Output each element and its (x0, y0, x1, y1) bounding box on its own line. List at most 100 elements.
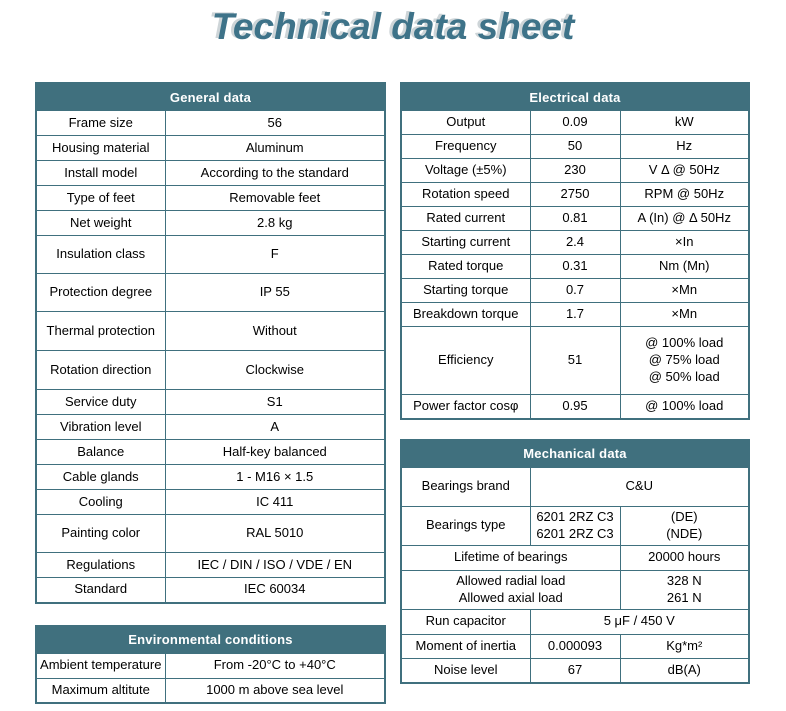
electrical-data-header: Electrical data (401, 83, 749, 111)
cell-value: 0.95 (529, 394, 621, 419)
cell-value: IEC / DIN / ISO / VDE / EN (164, 552, 386, 578)
cell-label: Bearings type (400, 505, 531, 546)
cell-label: Starting torque (400, 278, 531, 303)
general-data-header: General data (36, 83, 385, 111)
table-row: Insulation class F (35, 235, 386, 274)
cell-unit: kW (619, 110, 750, 135)
table-row: Painting color RAL 5010 (35, 514, 386, 553)
cell-value: 0.000093 (529, 633, 621, 659)
table-row: Noise level 67 dB(A) (400, 657, 750, 684)
cell-label: Vibration level (35, 414, 166, 440)
cell-value: 0.31 (529, 254, 621, 279)
left-column: General data Frame size 56 Housing materia… (35, 82, 386, 704)
cell-label: Balance (35, 439, 166, 465)
table-row: Frequency 50 Hz (400, 134, 750, 159)
cell-unit: ×In (619, 230, 750, 255)
cell-label: Install model (35, 160, 166, 186)
table-row: Rotation speed 2750 RPM @ 50Hz (400, 182, 750, 207)
cell-value: 56 (164, 110, 386, 136)
cell-value: 1.7 (529, 302, 621, 327)
cell-value: 51 (529, 326, 621, 395)
table-row: Regulations IEC / DIN / ISO / VDE / EN (35, 552, 386, 578)
cell-unit: 20000 hours (619, 544, 750, 571)
cell-value: A (164, 414, 386, 440)
cell-value: 0.7 (529, 278, 621, 303)
table-row: Power factor cosφ 0.95 @ 100% load (400, 394, 750, 419)
table-row: Rated current 0.81 A (In) @ Δ 50Hz (400, 206, 750, 231)
electrical-data-body: Output 0.09 kW Frequency 50 Hz Voltage (±5%) 23… (400, 110, 750, 419)
cell-value: From -20°C to +40°C (164, 652, 386, 679)
table-row: Rotation direction Clockwise (35, 350, 386, 390)
cell-label: Run capacitor (400, 608, 531, 635)
table-row: Efficiency 51 @ 100% load @ 75% load @ 50%… (400, 326, 750, 395)
cell-label: Service duty (35, 389, 166, 415)
electrical-data-table: Electrical data Output 0.09 kW Frequency 50 H… (400, 82, 750, 420)
cell-value: IP 55 (164, 273, 386, 312)
cell-value: S1 (164, 389, 386, 415)
table-row: Bearings type 6201 2RZ C3 6201 2RZ C3 (DE)… (400, 505, 750, 546)
table-row: Lifetime of bearings 20000 hours (400, 544, 750, 571)
table-row: Starting current 2.4 ×In (400, 230, 750, 255)
cell-value: Half-key balanced (164, 439, 386, 465)
cell-value: 67 (529, 657, 621, 684)
cell-unit: dB(A) (619, 657, 750, 684)
cell-value: 50 (529, 134, 621, 159)
cell-value: 2.8 kg (164, 210, 386, 236)
cell-value: 1000 m above sea level (164, 677, 386, 704)
cell-value: 0.09 (529, 110, 621, 135)
table-row: Cooling IC 411 (35, 489, 386, 515)
general-data-body: Frame size 56 Housing material Aluminum Inst… (35, 110, 386, 603)
cell-label: Rated current (400, 206, 531, 231)
table-row: Type of feet Removable feet (35, 185, 386, 211)
table-row: Allowed radial load Allowed axial load 32… (400, 569, 750, 610)
cell-unit: V Δ @ 50Hz (619, 158, 750, 183)
cell-label: Regulations (35, 552, 166, 578)
table-row: Housing material Aluminum (35, 135, 386, 161)
cell-unit: @ 100% load @ 75% load @ 50% load (619, 326, 750, 395)
cell-label: Power factor cosφ (400, 394, 531, 419)
cell-value: 2750 (529, 182, 621, 207)
environmental-conditions-table: Environmental conditions Ambient tempera… (35, 624, 386, 704)
table-row: Thermal protection Without (35, 311, 386, 351)
table-row: Balance Half-key balanced (35, 439, 386, 465)
table-row: Voltage (±5%) 230 V Δ @ 50Hz (400, 158, 750, 183)
cell-label: Cooling (35, 489, 166, 515)
table-row: Frame size 56 (35, 110, 386, 136)
cell-label: Output (400, 110, 531, 135)
cell-label: Housing material (35, 135, 166, 161)
table-row: Starting torque 0.7 ×Mn (400, 278, 750, 303)
cell-unit: ×Mn (619, 278, 750, 303)
cell-unit: 328 N 261 N (619, 569, 750, 610)
cell-unit: (DE) (NDE) (619, 505, 750, 546)
cell-label: Bearings brand (400, 466, 531, 507)
cell-value: IC 411 (164, 489, 386, 515)
table-row: Run capacitor 5 μF / 450 V (400, 608, 750, 635)
table-row: Ambient temperature From -20°C to +40°C (35, 652, 386, 679)
general-data-table: General data Frame size 56 Housing materia… (35, 82, 386, 604)
mechanical-data-body: Bearings brand C&U Bearings type 6201 2RZ C… (400, 466, 750, 684)
cell-label: Net weight (35, 210, 166, 236)
cell-unit: A (In) @ Δ 50Hz (619, 206, 750, 231)
table-row: Breakdown torque 1.7 ×Mn (400, 302, 750, 327)
cell-value: According to the standard (164, 160, 386, 186)
cell-label: Allowed radial load Allowed axial load (400, 569, 621, 610)
table-row: Vibration level A (35, 414, 386, 440)
cell-value: Without (164, 311, 386, 351)
cell-label: Starting current (400, 230, 531, 255)
cell-label: Efficiency (400, 326, 531, 395)
cell-unit: Kg*m² (619, 633, 750, 659)
cell-label: Insulation class (35, 235, 166, 274)
cell-label: Noise level (400, 657, 531, 684)
cell-label: Frame size (35, 110, 166, 136)
cell-value: IEC 60034 (164, 577, 386, 603)
cell-label: Thermal protection (35, 311, 166, 351)
cell-label: Rotation speed (400, 182, 531, 207)
page-title: Technical data sheet (211, 6, 575, 47)
table-header-row: General data (36, 83, 385, 111)
cell-label: Lifetime of bearings (400, 544, 621, 571)
cell-label: Protection degree (35, 273, 166, 312)
table-row: Rated torque 0.31 Nm (Mn) (400, 254, 750, 279)
cell-label: Ambient temperature (35, 652, 166, 679)
cell-unit: RPM @ 50Hz (619, 182, 750, 207)
